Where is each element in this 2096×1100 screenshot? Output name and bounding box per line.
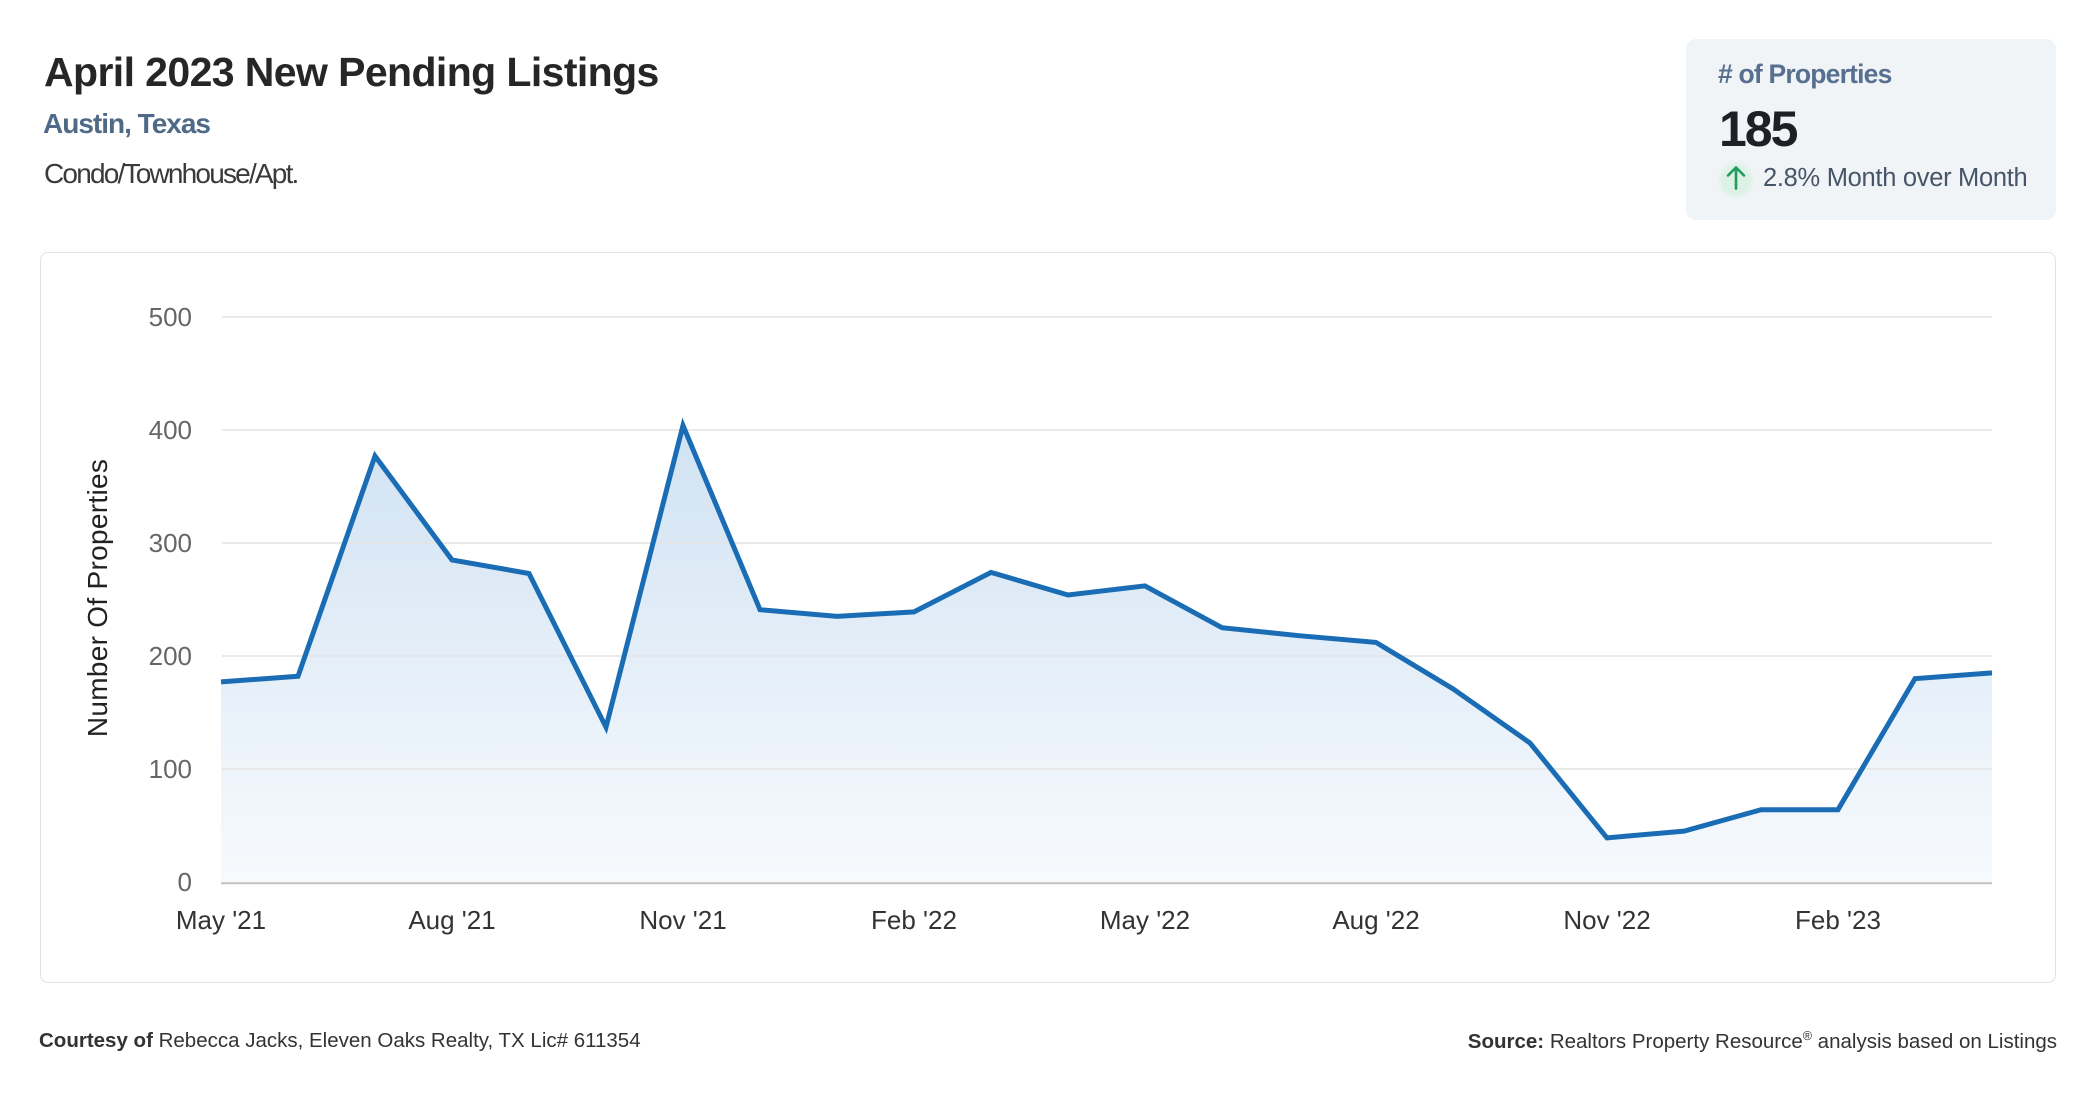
svg-text:200: 200 xyxy=(149,641,192,671)
svg-text:100: 100 xyxy=(149,754,192,784)
svg-text:500: 500 xyxy=(149,302,192,332)
svg-text:Number Of Properties: Number Of Properties xyxy=(82,459,113,737)
svg-text:Aug '21: Aug '21 xyxy=(408,905,495,935)
svg-text:May '22: May '22 xyxy=(1100,905,1190,935)
svg-text:Feb '22: Feb '22 xyxy=(871,905,957,935)
svg-text:Feb '23: Feb '23 xyxy=(1795,905,1881,935)
svg-text:300: 300 xyxy=(149,528,192,558)
svg-text:Aug '22: Aug '22 xyxy=(1332,905,1419,935)
svg-text:Nov '21: Nov '21 xyxy=(639,905,726,935)
svg-text:0: 0 xyxy=(178,867,192,897)
svg-text:May '21: May '21 xyxy=(176,905,266,935)
svg-text:400: 400 xyxy=(149,415,192,445)
svg-text:Nov '22: Nov '22 xyxy=(1563,905,1650,935)
